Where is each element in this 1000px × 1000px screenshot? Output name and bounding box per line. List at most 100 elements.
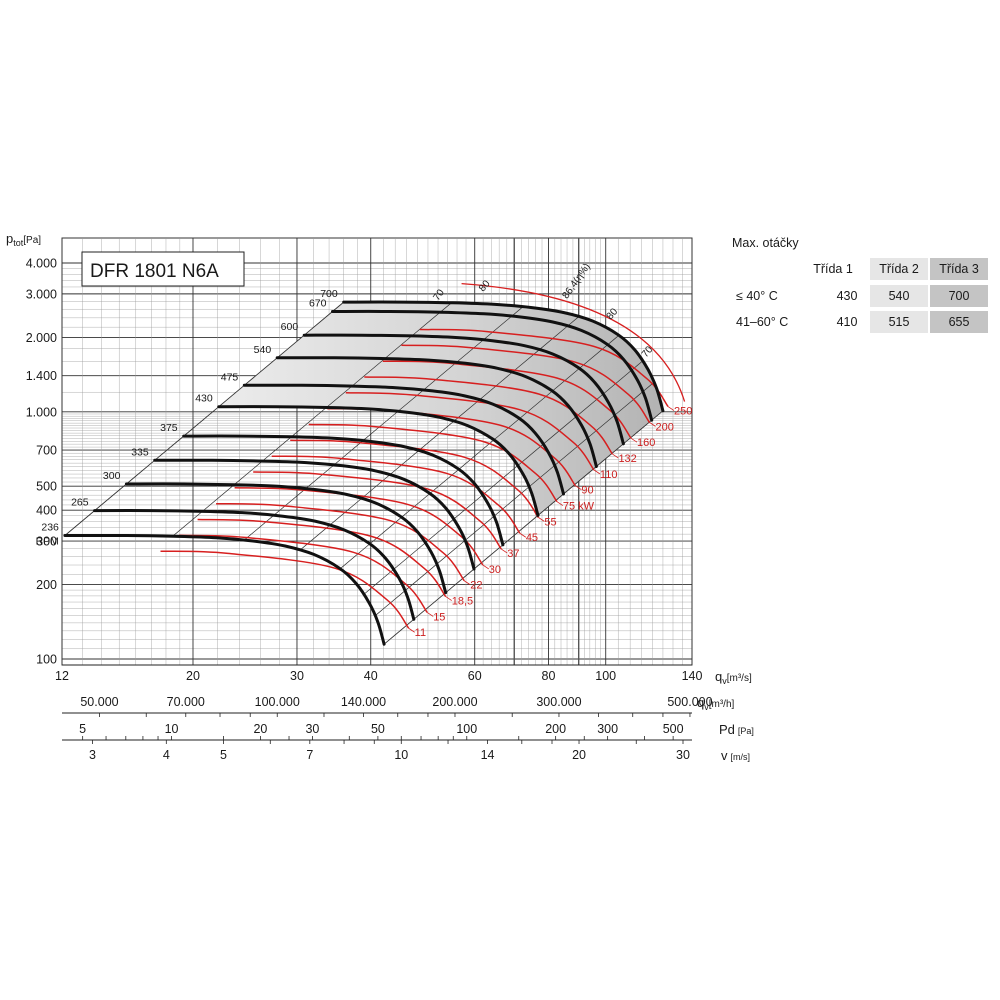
x-tick-label: 3	[89, 748, 96, 762]
y-tick-label: 200	[36, 578, 57, 592]
x-tick-label: 20	[186, 669, 200, 683]
power-leader	[667, 406, 675, 411]
power-curve	[345, 392, 595, 471]
speed-curve	[93, 509, 416, 621]
efficiency-lines	[461, 283, 686, 402]
speed-curve	[331, 309, 654, 422]
y-tick-label: 1.400	[26, 369, 57, 383]
power-label: 75 kW	[563, 501, 595, 513]
y-axis-label: ptot[Pa]	[6, 231, 41, 248]
efficiency-arc	[461, 283, 686, 402]
row-value: 410	[836, 315, 858, 329]
power-label: 132	[618, 453, 636, 465]
header-class-2: Třída 2	[870, 258, 928, 280]
speed-table-row: ≤ 40° C 430 540 700	[722, 285, 990, 307]
x-tick-label: 60	[468, 669, 482, 683]
x-tick-label: 200.000	[432, 695, 477, 709]
power-leader	[426, 612, 434, 617]
rpm-label: 300	[103, 470, 121, 482]
rpm-label: 430	[195, 393, 213, 405]
x-tick-label: 30	[305, 722, 319, 736]
row-label: ≤ 40° C	[736, 289, 778, 303]
power-leader	[482, 564, 489, 570]
x-tick-label: 140	[682, 669, 703, 683]
speed-curve	[275, 356, 598, 468]
speed-table-header: Třída 1 Třída 2 Třída 3	[722, 258, 990, 280]
x-tick-label: 100.000	[255, 695, 300, 709]
chart-title: DFR 1801 N6A	[90, 261, 219, 282]
y-tick-label: 100	[36, 653, 57, 667]
x-tick-label: 500	[663, 722, 684, 736]
power-label: 11	[415, 627, 426, 639]
operating-region	[218, 302, 663, 516]
speed-curve	[242, 383, 565, 496]
y-tick-label: 300	[36, 535, 57, 549]
speed-curve	[302, 333, 625, 446]
rpm-label: 475	[221, 371, 239, 383]
x-axis-label-qv-h: qv[m³/h]	[697, 695, 735, 712]
power-leader	[408, 627, 415, 633]
x-tick-label: 20	[253, 722, 267, 736]
rpm-label: 600	[281, 321, 299, 333]
y-tick-label: 700	[36, 444, 57, 458]
y-tick-label: 500	[36, 480, 57, 494]
x-tick-label: 100	[456, 722, 477, 736]
y-tick-label: 1.000	[26, 405, 57, 419]
x-tick-label: 20	[572, 748, 586, 762]
power-leader	[501, 548, 508, 554]
speed-curve	[63, 533, 386, 646]
power-label: 160	[637, 437, 655, 449]
rpm-unit-label: RPM	[36, 535, 59, 547]
power-label: 22	[470, 580, 482, 592]
power-leader	[649, 422, 656, 427]
x-tick-label: 140.000	[341, 695, 386, 709]
power-curve	[197, 518, 447, 598]
power-label: 37	[507, 548, 519, 560]
x-tick-label: 5	[220, 748, 227, 762]
speed-curves	[63, 300, 665, 646]
row-value: 430	[836, 289, 858, 303]
axes: 12 20 30 40 60 80 100 140 50.000 70.000 100.000 140…	[55, 664, 713, 762]
power-label: 55	[544, 516, 556, 528]
efficiency-label: 70	[431, 287, 447, 303]
y-tick-label: 4.000	[26, 257, 57, 271]
x-tick-label: 5	[79, 722, 86, 736]
speed-curve	[124, 482, 448, 595]
power-curve	[419, 328, 669, 407]
y-tick-label: 2.000	[26, 331, 57, 345]
speed-curve	[217, 405, 540, 517]
x-tick-label: 7	[306, 748, 313, 762]
speed-table-title: Max. otáčky	[732, 236, 799, 250]
x-tick-label: 200	[545, 722, 566, 736]
speed-table-row: 41–60° C 410 515 655	[722, 311, 990, 333]
x-tick-label: 300.000	[536, 695, 581, 709]
x-tick-label: 40	[364, 669, 378, 683]
row-label: 41–60° C	[736, 315, 789, 329]
rpm-label: 335	[131, 446, 149, 458]
power-label: 15	[433, 611, 445, 623]
power-curve	[364, 376, 614, 455]
rpm-label: 375	[160, 422, 178, 434]
speed-curve	[342, 300, 665, 413]
x-tick-label: 30	[290, 669, 304, 683]
rpm-label: 265	[71, 497, 89, 509]
x-tick-label: 50	[371, 722, 385, 736]
x-tick-label: 30	[676, 748, 690, 762]
x-tick-label: 14	[481, 748, 495, 762]
power-label: 90	[581, 485, 593, 497]
rpm-label: 670	[309, 297, 327, 309]
rpm-label: 540	[254, 344, 272, 356]
x-axis-label-v: v [m/s]	[721, 748, 750, 763]
x-tick-label: 12	[55, 669, 69, 683]
power-label: 200	[655, 421, 673, 433]
power-label: 30	[489, 564, 501, 576]
power-leader	[519, 532, 527, 538]
power-leader	[612, 453, 619, 459]
power-label: 45	[526, 532, 538, 544]
x-tick-label: 4	[163, 748, 170, 762]
x-tick-label: 10	[394, 748, 408, 762]
power-curve	[290, 439, 539, 518]
power-leader	[445, 596, 452, 601]
row-value: 655	[930, 311, 988, 333]
